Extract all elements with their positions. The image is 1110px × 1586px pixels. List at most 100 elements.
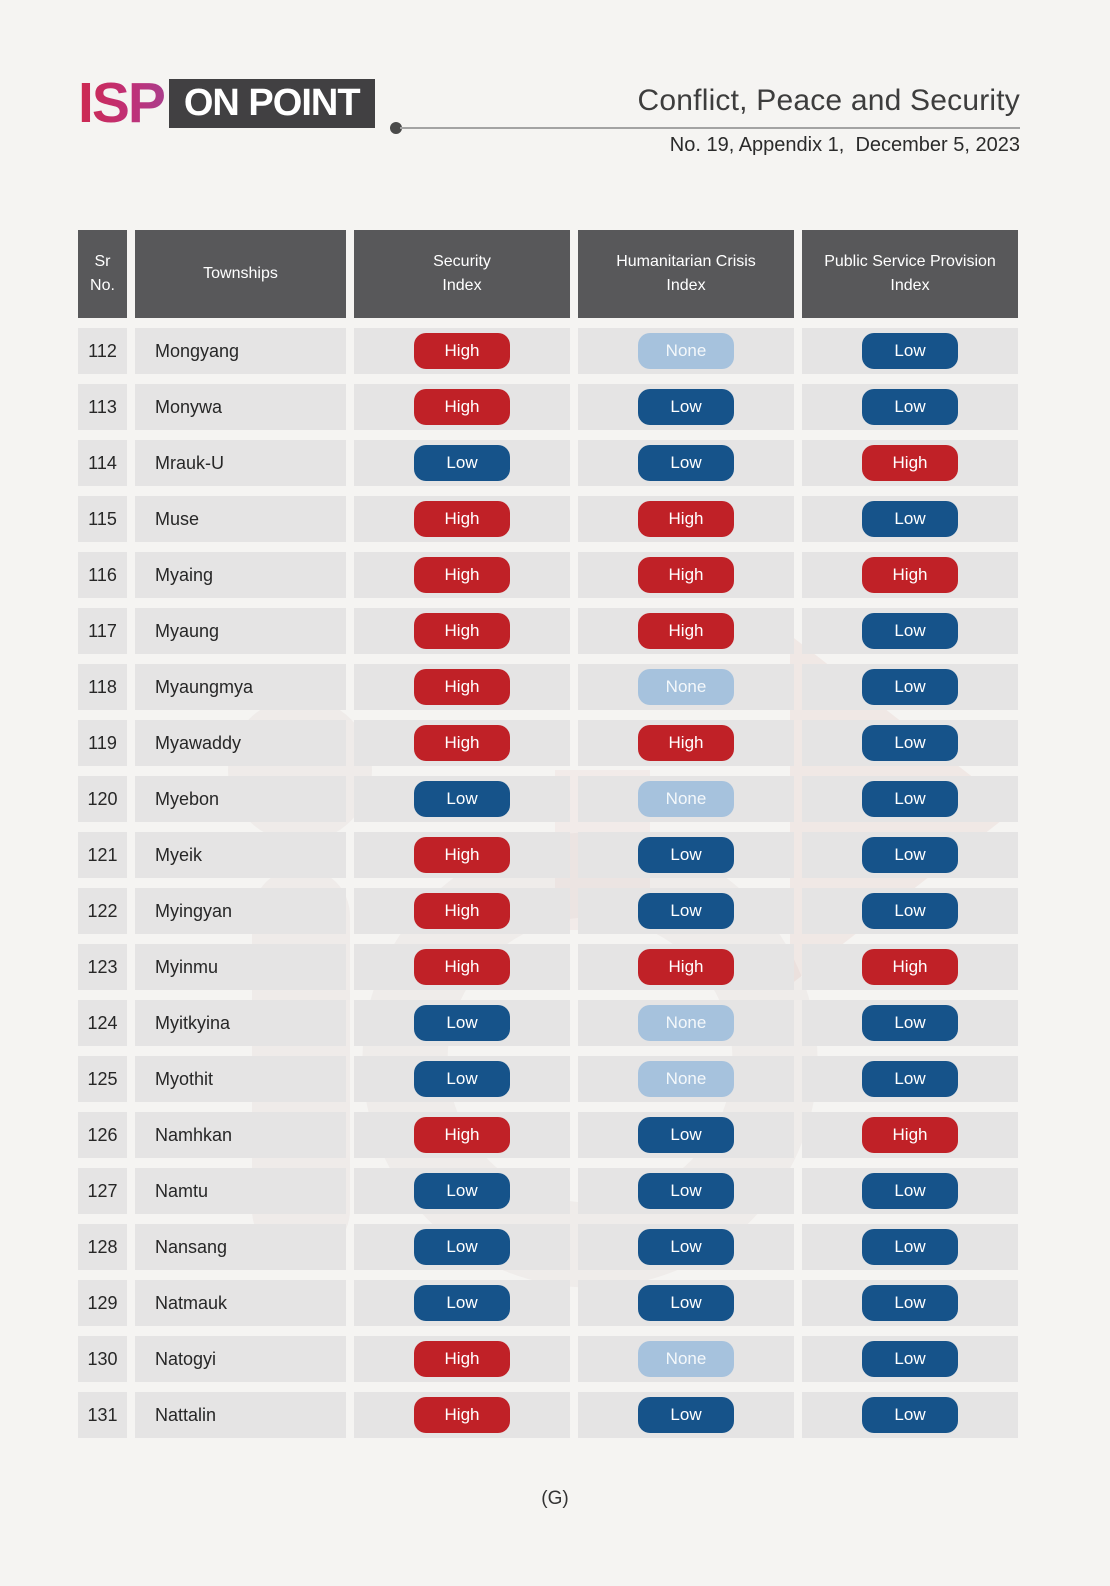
humanitarian-crisis-index-badge: None [638,781,734,817]
security-index-cell: High [354,944,570,990]
public-service-provision-index-cell: Low [802,1280,1018,1326]
public-service-provision-index-badge: High [862,445,958,481]
header-divider-line [400,127,1020,129]
security-index-cell: Low [354,1224,570,1270]
township-cell: Natogyi [135,1336,346,1382]
logo-on-point-box: ON POINT [168,79,375,128]
township-cell: Nattalin [135,1392,346,1438]
public-service-provision-index-badge: Low [862,389,958,425]
public-service-provision-index-cell: Low [802,888,1018,934]
security-index-cell: High [354,1336,570,1382]
sr-no-cell: 112 [78,328,127,374]
security-index-badge: High [414,1117,510,1153]
public-service-provision-index-badge: Low [862,333,958,369]
township-cell: Myebon [135,776,346,822]
security-index-badge: High [414,389,510,425]
public-service-provision-index-badge: High [862,949,958,985]
security-index-cell: High [354,608,570,654]
humanitarian-crisis-index-cell: Low [578,1392,794,1438]
sr-no-cell: 117 [78,608,127,654]
township-cell: Myeik [135,832,346,878]
security-index-badge: High [414,949,510,985]
public-service-provision-index-cell: Low [802,832,1018,878]
humanitarian-crisis-index-cell: None [578,1056,794,1102]
col-header-humanitarian-crisis-index: Humanitarian Crisis Index [578,230,794,318]
public-service-provision-index-badge: Low [862,725,958,761]
sr-no-cell: 126 [78,1112,127,1158]
col-header-townships: Townships [135,230,346,318]
humanitarian-crisis-index-badge: Low [638,893,734,929]
humanitarian-crisis-index-cell: Low [578,832,794,878]
humanitarian-crisis-index-badge: High [638,725,734,761]
public-service-provision-index-badge: Low [862,781,958,817]
township-cell: Myinmu [135,944,346,990]
humanitarian-crisis-index-cell: Low [578,1112,794,1158]
public-service-provision-index-badge: Low [862,1285,958,1321]
security-index-badge: High [414,893,510,929]
humanitarian-crisis-index-cell: High [578,608,794,654]
public-service-provision-index-cell: High [802,1112,1018,1158]
humanitarian-crisis-index-badge: None [638,1005,734,1041]
humanitarian-crisis-index-cell: None [578,776,794,822]
humanitarian-crisis-index-badge: None [638,1061,734,1097]
security-index-badge: Low [414,1173,510,1209]
security-index-badge: Low [414,1285,510,1321]
security-index-cell: High [354,720,570,766]
township-cell: Mrauk-U [135,440,346,486]
township-cell: Nansang [135,1224,346,1270]
public-service-provision-index-badge: Low [862,893,958,929]
humanitarian-crisis-index-cell: Low [578,888,794,934]
security-index-cell: High [354,1112,570,1158]
humanitarian-crisis-index-cell: Low [578,1168,794,1214]
humanitarian-crisis-index-badge: None [638,1341,734,1377]
humanitarian-crisis-index-badge: Low [638,837,734,873]
security-index-badge: High [414,1341,510,1377]
public-service-provision-index-cell: Low [802,1392,1018,1438]
security-index-cell: Low [354,1000,570,1046]
public-service-provision-index-cell: High [802,944,1018,990]
security-index-badge: High [414,1397,510,1433]
humanitarian-crisis-index-badge: None [638,669,734,705]
sr-no-cell: 131 [78,1392,127,1438]
page-footer-label: (G) [541,1488,569,1509]
security-index-cell: Low [354,776,570,822]
humanitarian-crisis-index-cell: High [578,496,794,542]
public-service-provision-index-cell: Low [802,776,1018,822]
humanitarian-crisis-index-cell: Low [578,440,794,486]
humanitarian-crisis-index-badge: Low [638,445,734,481]
sr-no-cell: 118 [78,664,127,710]
humanitarian-crisis-index-badge: Low [638,1397,734,1433]
isp-on-point-logo: ISP ON POINT [78,75,375,132]
sr-no-cell: 129 [78,1280,127,1326]
sr-no-cell: 124 [78,1000,127,1046]
humanitarian-crisis-index-cell: Low [578,384,794,430]
security-index-badge: High [414,669,510,705]
security-index-cell: High [354,1392,570,1438]
security-index-badge: High [414,501,510,537]
security-index-badge: High [414,557,510,593]
sr-no-cell: 121 [78,832,127,878]
security-index-cell: High [354,328,570,374]
township-cell: Myaungmya [135,664,346,710]
header-line-dot [390,122,402,134]
security-index-badge: Low [414,781,510,817]
humanitarian-crisis-index-cell: High [578,552,794,598]
humanitarian-crisis-index-cell: Low [578,1224,794,1270]
township-index-table: Sr No. Townships Security Index Humanita… [78,230,1018,1438]
humanitarian-crisis-index-badge: Low [638,1173,734,1209]
sr-no-cell: 114 [78,440,127,486]
humanitarian-crisis-index-badge: Low [638,389,734,425]
public-service-provision-index-badge: Low [862,501,958,537]
security-index-badge: Low [414,1061,510,1097]
humanitarian-crisis-index-cell: None [578,328,794,374]
page-title: Conflict, Peace and Security [637,84,1020,117]
humanitarian-crisis-index-badge: Low [638,1285,734,1321]
township-cell: Myitkyina [135,1000,346,1046]
public-service-provision-index-cell: Low [802,1000,1018,1046]
page-subtitle: No. 19, Appendix 1, December 5, 2023 [669,134,1020,156]
township-cell: Muse [135,496,346,542]
humanitarian-crisis-index-cell: None [578,664,794,710]
sr-no-cell: 113 [78,384,127,430]
public-service-provision-index-badge: High [862,557,958,593]
township-cell: Mongyang [135,328,346,374]
